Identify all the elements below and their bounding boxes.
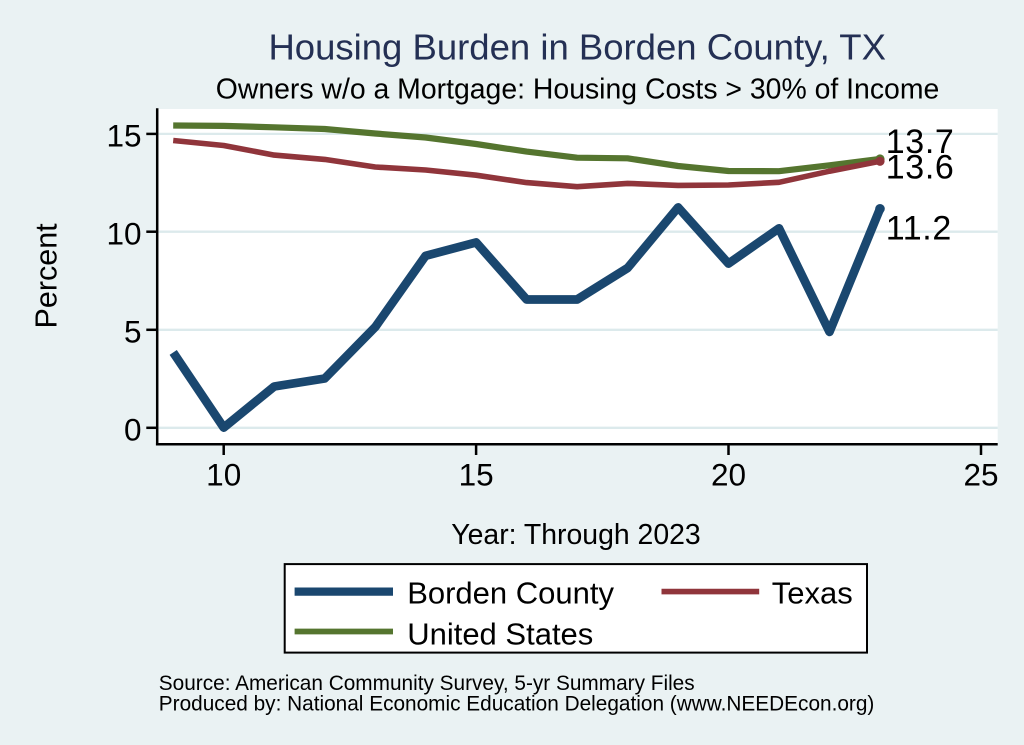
svg-text:Housing Burden in Borden Count: Housing Burden in Borden County, TX [268, 27, 886, 68]
svg-text:10: 10 [206, 456, 241, 492]
svg-text:15: 15 [106, 118, 141, 154]
svg-text:11.2: 11.2 [886, 210, 952, 248]
svg-text:5: 5 [124, 314, 142, 350]
svg-text:10: 10 [106, 216, 141, 252]
svg-text:13.7: 13.7 [886, 123, 955, 161]
svg-text:Owners w/o a Mortgage: Housing: Owners w/o a Mortgage: Housing Costs > 3… [216, 73, 940, 105]
svg-text:United States: United States [407, 617, 593, 652]
svg-text:15: 15 [459, 456, 494, 492]
svg-text:Produced by: National Economic: Produced by: National Economic Education… [159, 693, 875, 716]
svg-text:Borden County: Borden County [407, 576, 614, 611]
svg-text:25: 25 [963, 456, 998, 492]
svg-text:0: 0 [124, 412, 142, 448]
svg-text:20: 20 [711, 456, 746, 492]
svg-text:Source: American Community Sur: Source: American Community Survey, 5-yr … [159, 672, 695, 695]
svg-text:Texas: Texas [772, 576, 853, 611]
svg-text:Year: Through 2023: Year: Through 2023 [451, 519, 700, 551]
svg-text:Percent: Percent [30, 223, 64, 329]
svg-text:13.6: 13.6 [886, 148, 955, 186]
